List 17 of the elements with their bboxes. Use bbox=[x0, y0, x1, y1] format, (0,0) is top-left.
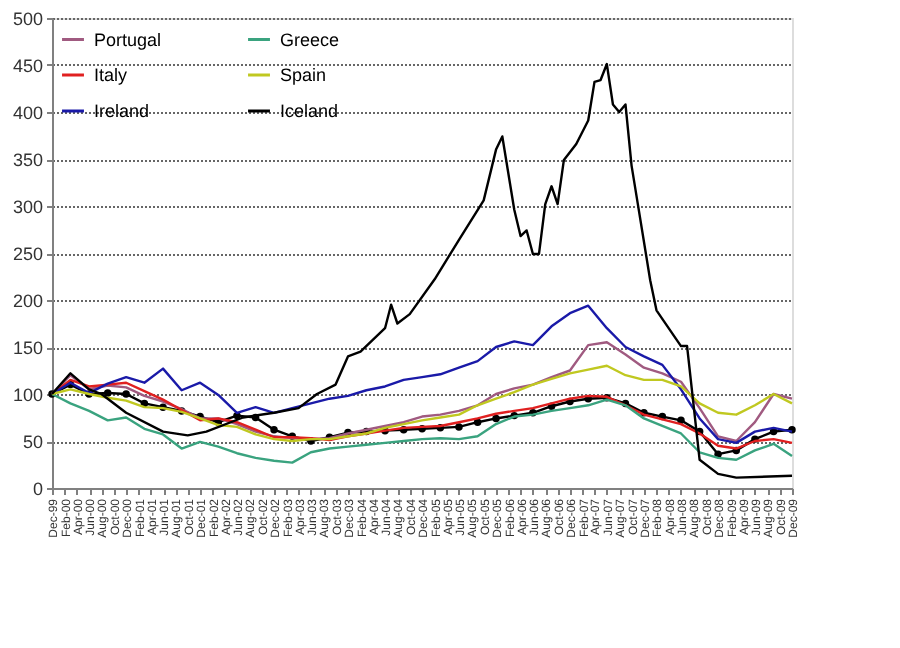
y-tick-label: 450 bbox=[12, 56, 43, 76]
y-tick-label: 50 bbox=[22, 432, 43, 452]
y-tick-label: 250 bbox=[12, 244, 43, 264]
legend-label: Ireland bbox=[94, 101, 150, 121]
legend-label: Portugal bbox=[94, 29, 162, 50]
legend-label: Greece bbox=[280, 29, 340, 50]
y-tick-label: 400 bbox=[12, 103, 43, 123]
legend-label: Iceland bbox=[280, 101, 339, 121]
y-tick-label: 150 bbox=[12, 338, 43, 358]
y-tick-label: 300 bbox=[12, 197, 43, 217]
legend-label: Spain bbox=[280, 65, 327, 85]
y-tick-label: 100 bbox=[12, 385, 43, 405]
y-tick-label: 0 bbox=[32, 479, 43, 499]
y-tick-label: 500 bbox=[12, 9, 43, 29]
y-tick-label: 350 bbox=[12, 150, 43, 170]
y-tick-label: 200 bbox=[12, 291, 43, 311]
legend-label: Italy bbox=[94, 65, 129, 85]
